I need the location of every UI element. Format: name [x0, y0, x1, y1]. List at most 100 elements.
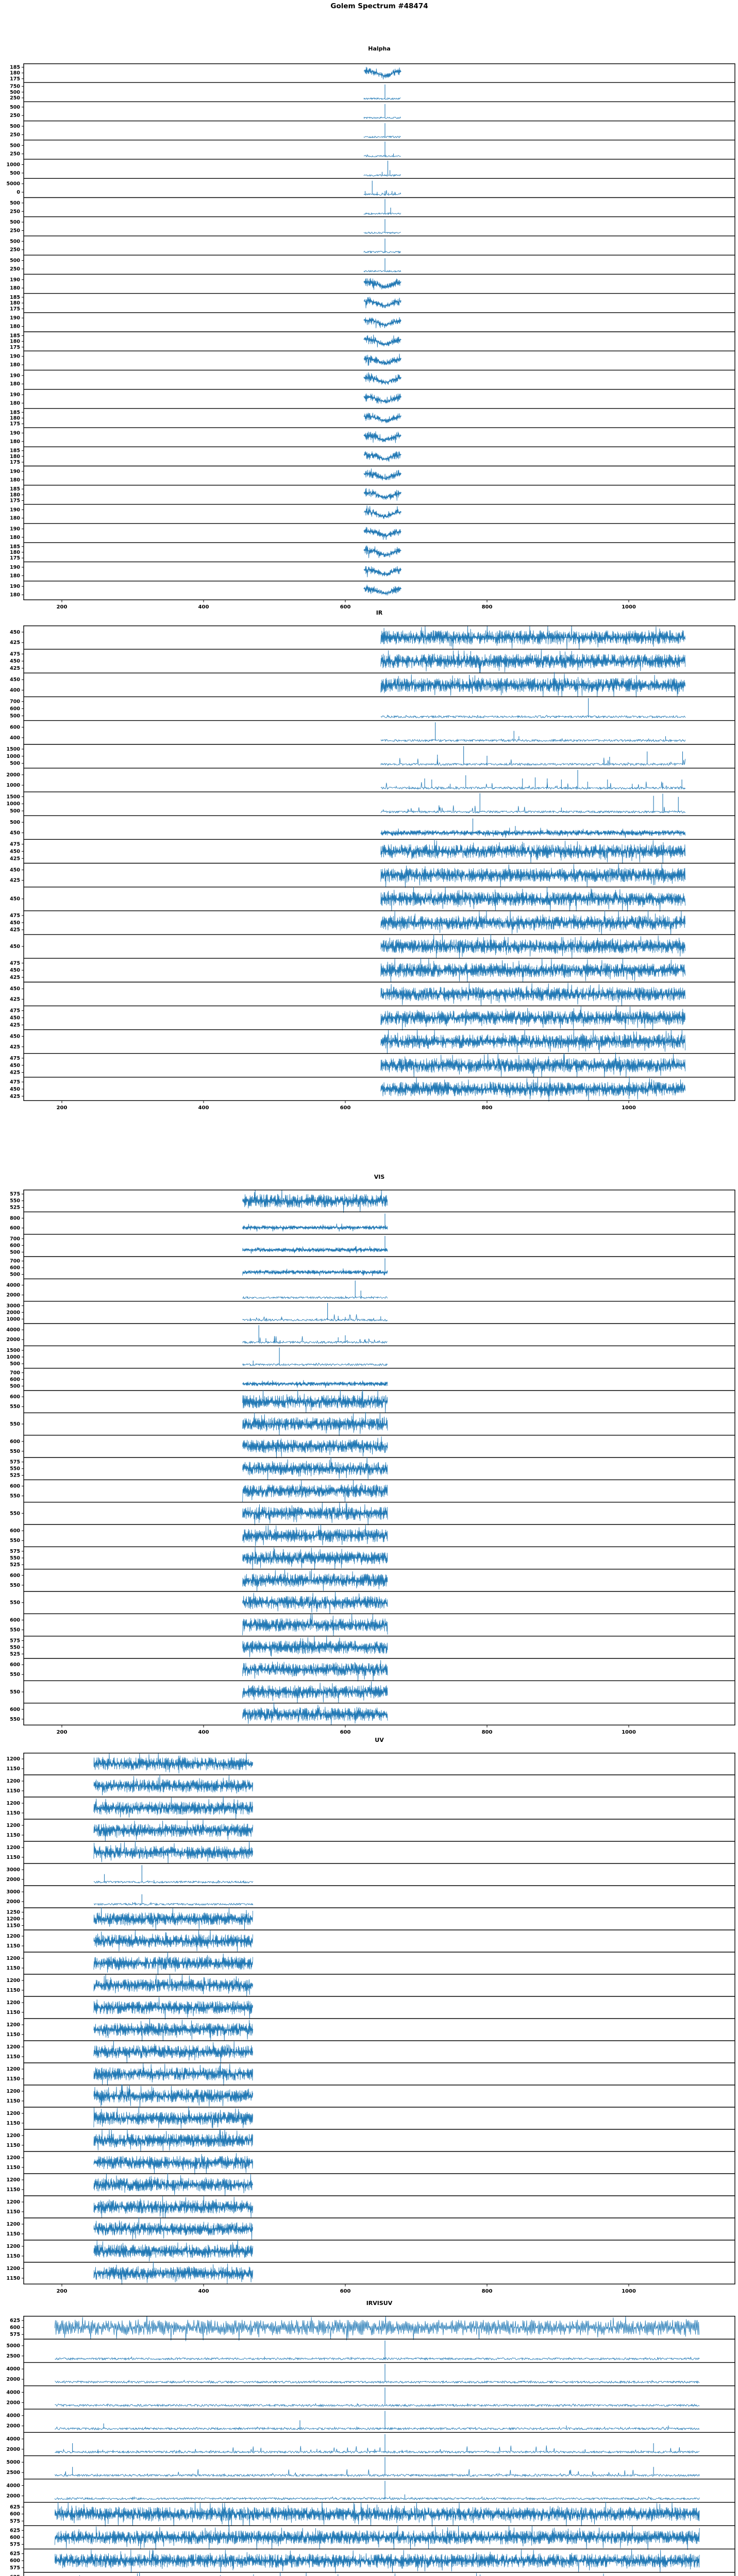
y-tick-label: 250	[10, 132, 20, 138]
y-tick-label: 1200	[7, 2000, 21, 2006]
y-tick-label: 190	[10, 527, 20, 532]
y-tick-label: 5000	[7, 2343, 21, 2349]
spectrum-trace	[55, 2402, 700, 2408]
y-tick-label: 2000	[7, 1877, 21, 1883]
y-tick-label: 4000	[7, 2413, 21, 2419]
y-tick-label: 600	[10, 1439, 20, 1445]
y-tick-label: 425	[10, 927, 20, 933]
y-tick-label: 600	[10, 1528, 20, 1534]
y-tick-label: 500	[10, 90, 20, 95]
y-tick-label: 175	[10, 345, 20, 350]
y-tick-label: 450	[10, 920, 20, 926]
x-tick-label: 1000	[622, 604, 636, 610]
y-tick-label: 400	[10, 735, 20, 741]
spectrum-trace	[380, 649, 686, 673]
y-tick-label: 500	[10, 171, 20, 176]
y-tick-label: 1150	[7, 2143, 21, 2148]
spectrum-trace	[93, 1753, 254, 1774]
spectrum-trace	[363, 212, 401, 215]
y-tick-label: 625	[10, 2504, 20, 2510]
y-tick-label: 500	[10, 1383, 20, 1389]
spectrum-trace	[54, 2501, 700, 2527]
y-tick-label: 3000	[7, 1303, 21, 1309]
y-tick-label: 1200	[7, 2266, 21, 2272]
panel-plot-halpha: 1851801757505002505002505002505002501000…	[7, 63, 735, 610]
y-tick-label: 1200	[7, 2244, 21, 2249]
y-tick-label: 2000	[7, 2400, 21, 2405]
spectrum-trace	[55, 2445, 700, 2454]
y-tick-label: 525	[10, 1205, 20, 1211]
y-tick-label: 180	[10, 415, 20, 421]
spectrum-trace	[363, 66, 401, 80]
x-tick-label: 600	[340, 2289, 351, 2294]
y-tick-label: 1150	[7, 2032, 21, 2038]
y-tick-label: 180	[10, 71, 20, 76]
y-tick-label: 2500	[7, 2470, 21, 2476]
y-tick-label: 700	[10, 1236, 20, 1242]
y-tick-label: 1150	[7, 1923, 21, 1928]
y-tick-label: 1150	[7, 2253, 21, 2259]
y-tick-label: 4000	[7, 1327, 21, 1333]
y-tick-label: 180	[10, 300, 20, 306]
y-tick-label: 2500	[7, 2353, 21, 2359]
spectrum-trace	[93, 1796, 254, 1819]
panel-plot-irvisuv: 6256005755000250040002000400020004000200…	[7, 2316, 735, 2576]
y-tick-label: 180	[10, 454, 20, 460]
y-tick-label: 450	[10, 630, 20, 635]
y-tick-label: 1150	[7, 1766, 21, 1772]
spectrum-trace	[242, 1246, 388, 1254]
spectrum-trace	[363, 431, 401, 443]
y-tick-label: 1150	[7, 2098, 21, 2104]
spectrum-trace	[380, 714, 686, 719]
spectrum-trace	[93, 1907, 254, 1930]
panel-title-irvisuv: IRVISUV	[366, 2300, 393, 2307]
y-tick-label: 1150	[7, 2010, 21, 2015]
spectrum-trace	[242, 1456, 388, 1480]
y-tick-label: 4000	[7, 2436, 21, 2442]
y-tick-label: 450	[10, 968, 20, 973]
y-tick-label: 1200	[7, 2066, 21, 2072]
y-tick-label: 700	[10, 699, 20, 705]
y-tick-label: 1200	[7, 2022, 21, 2028]
spectrum-trace	[93, 1879, 254, 1884]
y-tick-label: 180	[10, 285, 20, 291]
y-tick-label: 500	[10, 1272, 20, 1278]
y-tick-label: 1200	[7, 1756, 21, 1762]
x-tick-label: 600	[340, 604, 351, 610]
spectrum-trace	[363, 505, 401, 519]
y-tick-label: 550	[10, 1689, 20, 1695]
spectrum-trace	[363, 393, 401, 404]
spectrum-trace	[242, 1681, 388, 1704]
spectrum-trace	[242, 1314, 388, 1322]
spectrum-trace	[242, 1362, 388, 1366]
y-tick-label: 425	[10, 640, 20, 646]
y-tick-label: 180	[10, 550, 20, 555]
y-tick-label: 450	[10, 1063, 20, 1069]
x-tick-label: 1000	[622, 1105, 636, 1111]
y-tick-label: 0	[16, 190, 20, 195]
panel-title-vis: VIS	[374, 1174, 385, 1180]
y-tick-label: 500	[10, 820, 20, 825]
y-tick-label: 4000	[7, 2483, 21, 2488]
x-tick-label: 400	[198, 604, 209, 610]
y-tick-label: 550	[10, 1421, 20, 1427]
x-tick-label: 200	[57, 2289, 68, 2294]
y-tick-label: 425	[10, 856, 20, 861]
y-tick-label: 1200	[7, 1917, 21, 1922]
spectrum-trace	[363, 269, 401, 273]
spectrum-trace	[363, 116, 401, 120]
spectrum-trace	[242, 1389, 388, 1413]
y-tick-label: 475	[10, 960, 20, 966]
y-tick-label: 1150	[7, 1855, 21, 1860]
spectrum-trace	[380, 886, 686, 912]
y-tick-label: 180	[10, 516, 20, 521]
y-tick-label: 450	[10, 986, 20, 992]
y-tick-label: 250	[10, 95, 20, 101]
spectrum-trace	[54, 2524, 700, 2550]
figure-title: Golem Spectrum #48474	[330, 2, 428, 10]
spectrum-trace	[363, 468, 401, 481]
panel-frame	[23, 2316, 735, 2576]
panel-title-halpha: Halpha	[368, 45, 391, 52]
y-tick-label: 600	[10, 706, 20, 712]
